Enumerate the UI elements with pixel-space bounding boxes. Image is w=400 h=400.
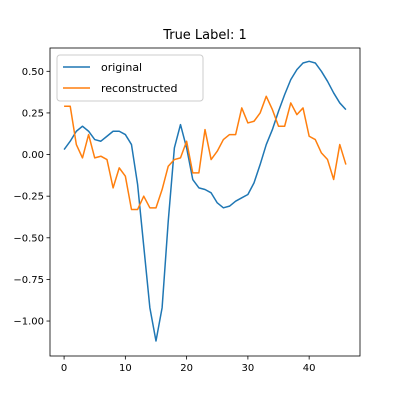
legend-label-original: original — [101, 61, 142, 74]
legend: original reconstructed — [56, 54, 204, 102]
y-tick-label: 0.25 — [22, 108, 44, 119]
series-line-reconstructed — [64, 95, 347, 211]
x-tick-label: 0 — [61, 363, 67, 374]
series-line-original — [63, 60, 347, 342]
x-tick-label: 20 — [180, 363, 193, 374]
y-tick-label: 0.50 — [22, 67, 44, 78]
chart-title: True Label: 1 — [162, 28, 247, 43]
y-tick-label: −0.50 — [13, 233, 44, 244]
x-tick-label: 30 — [242, 363, 255, 374]
x-tick-label: 40 — [303, 363, 316, 374]
x-tick-label: 10 — [119, 363, 132, 374]
plot-series — [63, 60, 347, 342]
x-axis: 0 10 20 30 40 — [61, 356, 316, 374]
plot-frame — [49, 47, 361, 357]
legend-box — [56, 54, 204, 102]
y-tick-label: −1.00 — [13, 317, 44, 328]
y-tick-label: −0.25 — [13, 192, 44, 203]
y-tick-label: −0.75 — [13, 275, 44, 286]
y-tick-label: 0.00 — [22, 150, 44, 161]
y-axis: 0.50 0.25 0.00 −0.25 −0.50 −0.75 −1.00 — [13, 67, 50, 328]
legend-label-reconstructed: reconstructed — [101, 82, 177, 95]
